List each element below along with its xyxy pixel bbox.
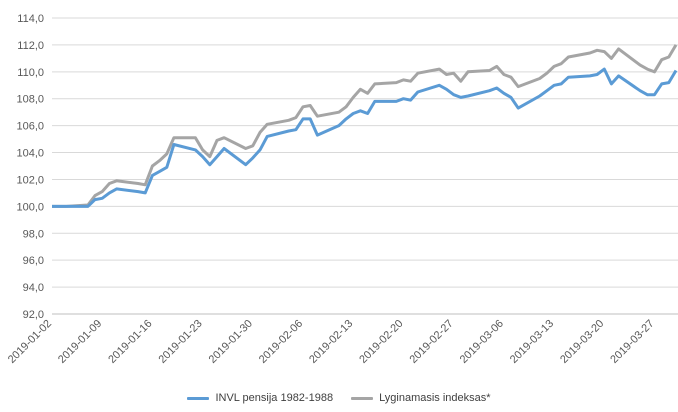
x-tick-label: 2019-01-30 bbox=[207, 318, 255, 366]
x-tick-label: 2019-03-27 bbox=[608, 318, 656, 366]
legend-label-series-2: Lyginamasis indeksas* bbox=[379, 392, 491, 404]
series-line-2 bbox=[52, 44, 678, 208]
gridlines bbox=[52, 17, 678, 288]
x-tick-label: 2019-02-20 bbox=[357, 318, 405, 366]
series-line-1 bbox=[52, 67, 678, 208]
x-tick-label: 2019-01-23 bbox=[156, 318, 204, 366]
x-tick-label: 2019-01-16 bbox=[106, 318, 154, 366]
x-tick-label: 2019-01-02 bbox=[6, 318, 54, 366]
y-tick-label: 94,0 bbox=[23, 282, 44, 294]
y-tick-label: 92,0 bbox=[23, 309, 44, 321]
y-tick-label: 114,0 bbox=[17, 13, 44, 25]
x-tick-label: 2019-03-13 bbox=[508, 318, 556, 366]
legend-swatch-series-1 bbox=[187, 396, 210, 400]
legend-item-series-1: INVL pensija 1982-1988 bbox=[187, 392, 333, 404]
y-tick-label: 106,0 bbox=[16, 121, 44, 133]
x-axis-tick-labels: 2019-01-02 2019-01-09 2019-01-16 2019-01-23… bbox=[6, 318, 657, 366]
series-lines bbox=[52, 44, 678, 208]
y-tick-label: 112,0 bbox=[17, 40, 44, 52]
x-tick-label: 2019-02-06 bbox=[257, 318, 305, 366]
y-tick-label: 96,0 bbox=[23, 255, 44, 267]
y-tick-label: 110,0 bbox=[17, 67, 44, 79]
line-chart: 92,0 94,0 96,0 98,0 100,0 102,0 104,0 106,0 108,… bbox=[6, 13, 678, 366]
y-tick-label: 98,0 bbox=[23, 228, 44, 240]
legend-item-series-2: Lyginamasis indeksas* bbox=[351, 392, 491, 404]
x-tick-label: 2019-02-13 bbox=[307, 318, 355, 366]
y-tick-label: 102,0 bbox=[16, 174, 44, 186]
legend: INVL pensija 1982-1988 Lyginamasis indek… bbox=[0, 388, 678, 408]
y-axis-tick-labels: 92,0 94,0 96,0 98,0 100,0 102,0 104,0 106,0 108,… bbox=[16, 13, 44, 321]
legend-label-series-1: INVL pensija 1982-1988 bbox=[215, 392, 334, 404]
y-tick-label: 100,0 bbox=[16, 201, 44, 213]
x-tick-label: 2019-02-27 bbox=[407, 318, 455, 366]
legend-swatch-series-2 bbox=[351, 396, 374, 400]
x-tick-label: 2019-03-20 bbox=[558, 318, 606, 366]
y-tick-label: 108,0 bbox=[16, 94, 44, 106]
x-tick-label: 2019-03-06 bbox=[458, 318, 506, 366]
y-tick-label: 104,0 bbox=[16, 148, 44, 160]
x-tick-label: 2019-01-09 bbox=[56, 318, 104, 366]
